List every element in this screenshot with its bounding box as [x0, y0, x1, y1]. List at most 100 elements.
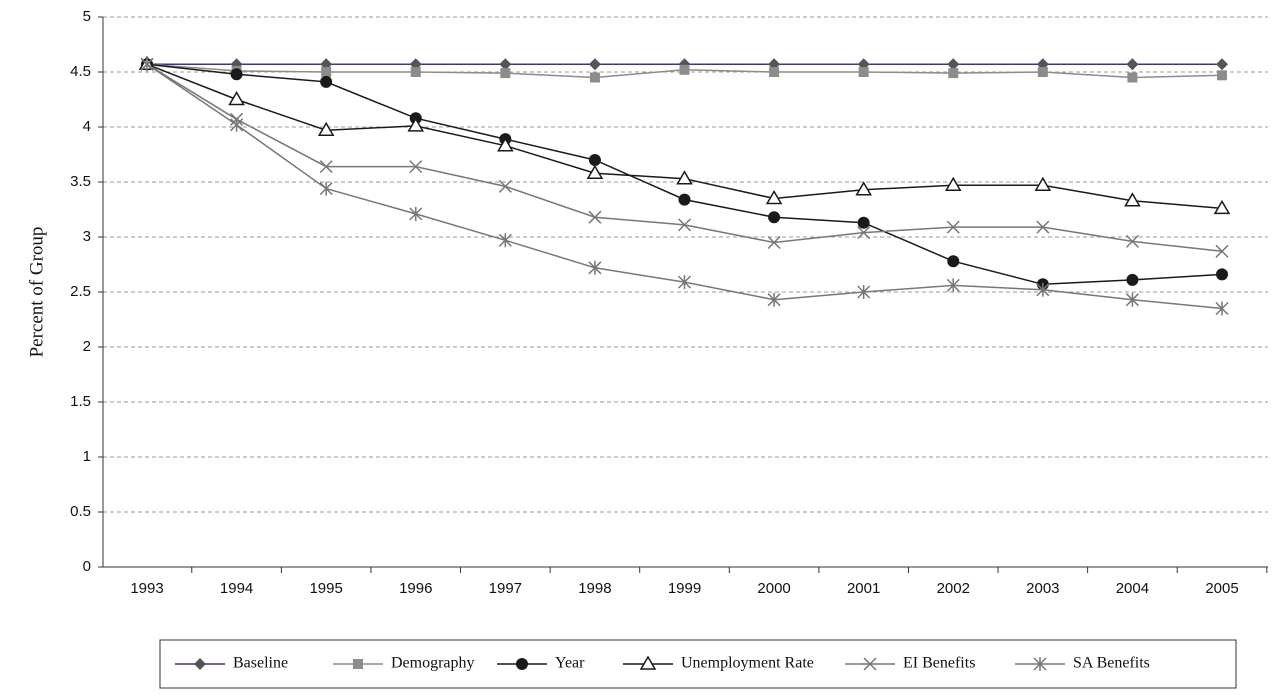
- data-point: [409, 206, 423, 221]
- data-point: [586, 164, 604, 179]
- legend-marker: [1033, 657, 1047, 671]
- x-tick-label: 1998: [578, 580, 611, 597]
- data-point: [1216, 58, 1228, 71]
- data-point: [498, 179, 512, 193]
- data-point: [410, 67, 421, 77]
- data-point: [588, 260, 602, 275]
- data-point: [228, 91, 245, 106]
- x-tick-label: 1994: [220, 580, 253, 597]
- data-point: [767, 235, 781, 250]
- data-point: [765, 190, 783, 205]
- legend-label: Baseline: [233, 655, 288, 672]
- data-point: [500, 68, 511, 79]
- data-point: [1217, 70, 1227, 81]
- data-point: [679, 64, 690, 75]
- legend-marker: [639, 655, 657, 670]
- y-tick-label: 2.5: [70, 283, 91, 300]
- data-point: [1127, 72, 1138, 83]
- x-tick-label: 2003: [1026, 580, 1059, 597]
- y-tick-label: 4: [83, 118, 91, 135]
- series-line: [146, 63, 1223, 310]
- legend-marker: [194, 658, 206, 670]
- y-axis-label: Percent of Group: [26, 227, 47, 358]
- y-tick-label: 5: [83, 8, 91, 25]
- data-point: [589, 72, 600, 83]
- x-tick-label: 2005: [1205, 580, 1238, 597]
- x-tick-label: 1996: [399, 580, 432, 597]
- data-point: [499, 58, 512, 71]
- data-point: [230, 68, 243, 81]
- y-tick-label: 1.5: [70, 393, 91, 410]
- data-point: [1124, 192, 1141, 207]
- legend-marker: [863, 657, 877, 671]
- data-point: [768, 211, 781, 224]
- data-point: [858, 67, 869, 77]
- data-point: [855, 181, 872, 196]
- data-point: [317, 121, 335, 137]
- data-point: [857, 216, 870, 229]
- x-tick-label: 2004: [1116, 580, 1149, 597]
- data-point: [946, 278, 960, 293]
- data-point: [407, 117, 425, 132]
- data-point: [140, 57, 154, 72]
- series-line: [146, 63, 1223, 210]
- legend-marker: [516, 658, 528, 670]
- data-point: [588, 58, 601, 71]
- data-point: [769, 67, 780, 77]
- data-point: [320, 75, 333, 88]
- data-point: [676, 170, 693, 185]
- legend-label: Year: [555, 655, 585, 672]
- data-point: [1126, 58, 1139, 71]
- data-point: [677, 275, 692, 290]
- data-point: [946, 220, 960, 234]
- data-point: [1037, 67, 1048, 77]
- y-tick-label: 3: [83, 228, 91, 245]
- data-point: [1036, 220, 1050, 234]
- data-point: [409, 160, 423, 174]
- data-point: [1125, 292, 1139, 307]
- y-tick-label: 3.5: [70, 173, 91, 190]
- y-tick-label: 2: [83, 338, 91, 355]
- data-point: [947, 255, 960, 268]
- data-point: [230, 117, 244, 132]
- y-tick-label: 0: [83, 558, 91, 575]
- data-point: [1216, 268, 1228, 281]
- data-point: [1036, 282, 1050, 297]
- data-point: [1034, 176, 1052, 192]
- legend-marker: [353, 659, 363, 669]
- x-tick-label: 1995: [309, 580, 342, 597]
- data-point: [944, 176, 962, 192]
- legend-box: [159, 639, 1237, 689]
- data-point: [1215, 301, 1229, 316]
- x-tick-label: 1997: [489, 580, 522, 597]
- data-point: [857, 226, 871, 240]
- data-point: [677, 218, 692, 232]
- data-point: [947, 58, 960, 71]
- x-tick-label: 2002: [937, 580, 970, 597]
- x-tick-label: 2001: [847, 580, 880, 597]
- data-point: [1213, 199, 1231, 215]
- data-point: [767, 292, 781, 307]
- data-point: [497, 137, 514, 152]
- y-tick-label: 1: [83, 448, 91, 465]
- data-point: [1126, 273, 1139, 286]
- data-point: [678, 193, 691, 206]
- data-point: [319, 181, 333, 196]
- x-tick-label: 1993: [130, 580, 163, 597]
- data-point: [319, 160, 333, 174]
- legend-label: Unemployment Rate: [681, 655, 814, 672]
- y-tick-label: 0.5: [70, 503, 91, 520]
- legend-label: EI Benefits: [903, 655, 975, 672]
- data-point: [948, 68, 959, 79]
- data-point: [1125, 234, 1139, 248]
- legend-label: SA Benefits: [1073, 655, 1150, 672]
- data-point: [498, 233, 512, 248]
- series-line: [146, 63, 1223, 253]
- x-tick-label: 2000: [757, 580, 790, 597]
- data-point: [588, 210, 602, 224]
- data-point: [321, 67, 332, 77]
- y-tick-label: 4.5: [70, 63, 91, 80]
- data-point: [588, 154, 601, 166]
- legend-label: Demography: [391, 655, 475, 672]
